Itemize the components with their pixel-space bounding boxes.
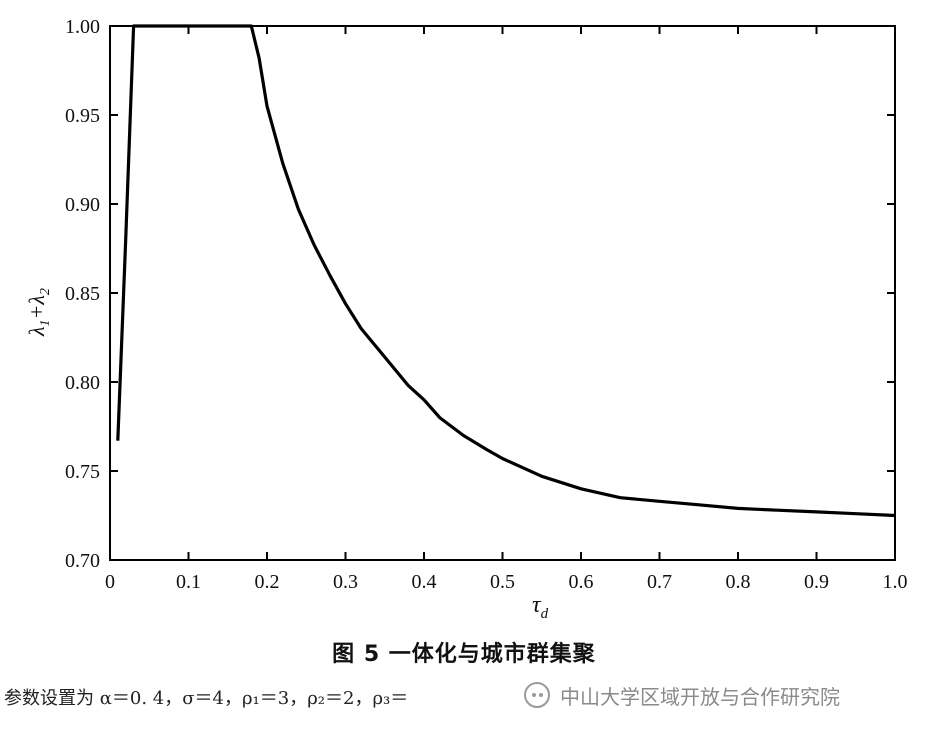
series-line [116,24,896,518]
x-tick-label: 0.9 [804,571,829,593]
x-tick-label: 0.5 [490,571,515,593]
figure-caption: 图 5 一体化与城市群集聚 [332,642,596,667]
x-tick-label: 1.0 [883,571,908,593]
watermark-text: 中山大学区域开放与合作研究院 [560,684,840,709]
x-axis: 0 0.1 0.2 0.3 0.4 0.5 0.6 0.7 0.8 0.9 1.0 [105,26,908,593]
y-tick-label: 0.80 [65,372,100,394]
y-tick-label: 0.85 [65,283,100,305]
y-tick-label: 1.00 [65,16,100,38]
y-axis: 0.70 0.75 0.80 0.85 0.90 0.95 1.00 [65,16,895,572]
y-tick-label: 0.70 [65,550,100,572]
y-tick-label: 0.90 [65,194,100,216]
line-chart: 0 0.1 0.2 0.3 0.4 0.5 0.6 0.7 0.8 0.9 1.0 0.70 0.75… [24,16,908,622]
y-axis-title: λ1+λ2 [24,288,53,337]
plot-frame [109,25,896,561]
x-tick-label: 0.7 [647,571,672,593]
x-tick-label: 0 [105,571,115,593]
wechat-icon [524,682,550,708]
plot-border [109,25,896,561]
x-tick-label: 0.6 [569,571,594,593]
x-tick-label: 0.3 [333,571,358,593]
y-tick-label: 0.95 [65,105,100,127]
x-tick-label: 0.4 [412,571,437,593]
x-tick-label: 0.2 [255,571,280,593]
x-axis-title: τd [532,592,549,622]
watermark: 中山大学区域开放与合作研究院 [524,680,840,710]
series-layer [116,24,896,518]
parameter-note: 参数设置为 α＝0. 4，σ＝4，ρ₁＝3，ρ₂＝2，ρ₃＝ [4,688,409,709]
y-tick-label: 0.75 [65,461,100,483]
x-tick-label: 0.8 [726,571,751,593]
x-tick-label: 0.1 [176,571,201,593]
